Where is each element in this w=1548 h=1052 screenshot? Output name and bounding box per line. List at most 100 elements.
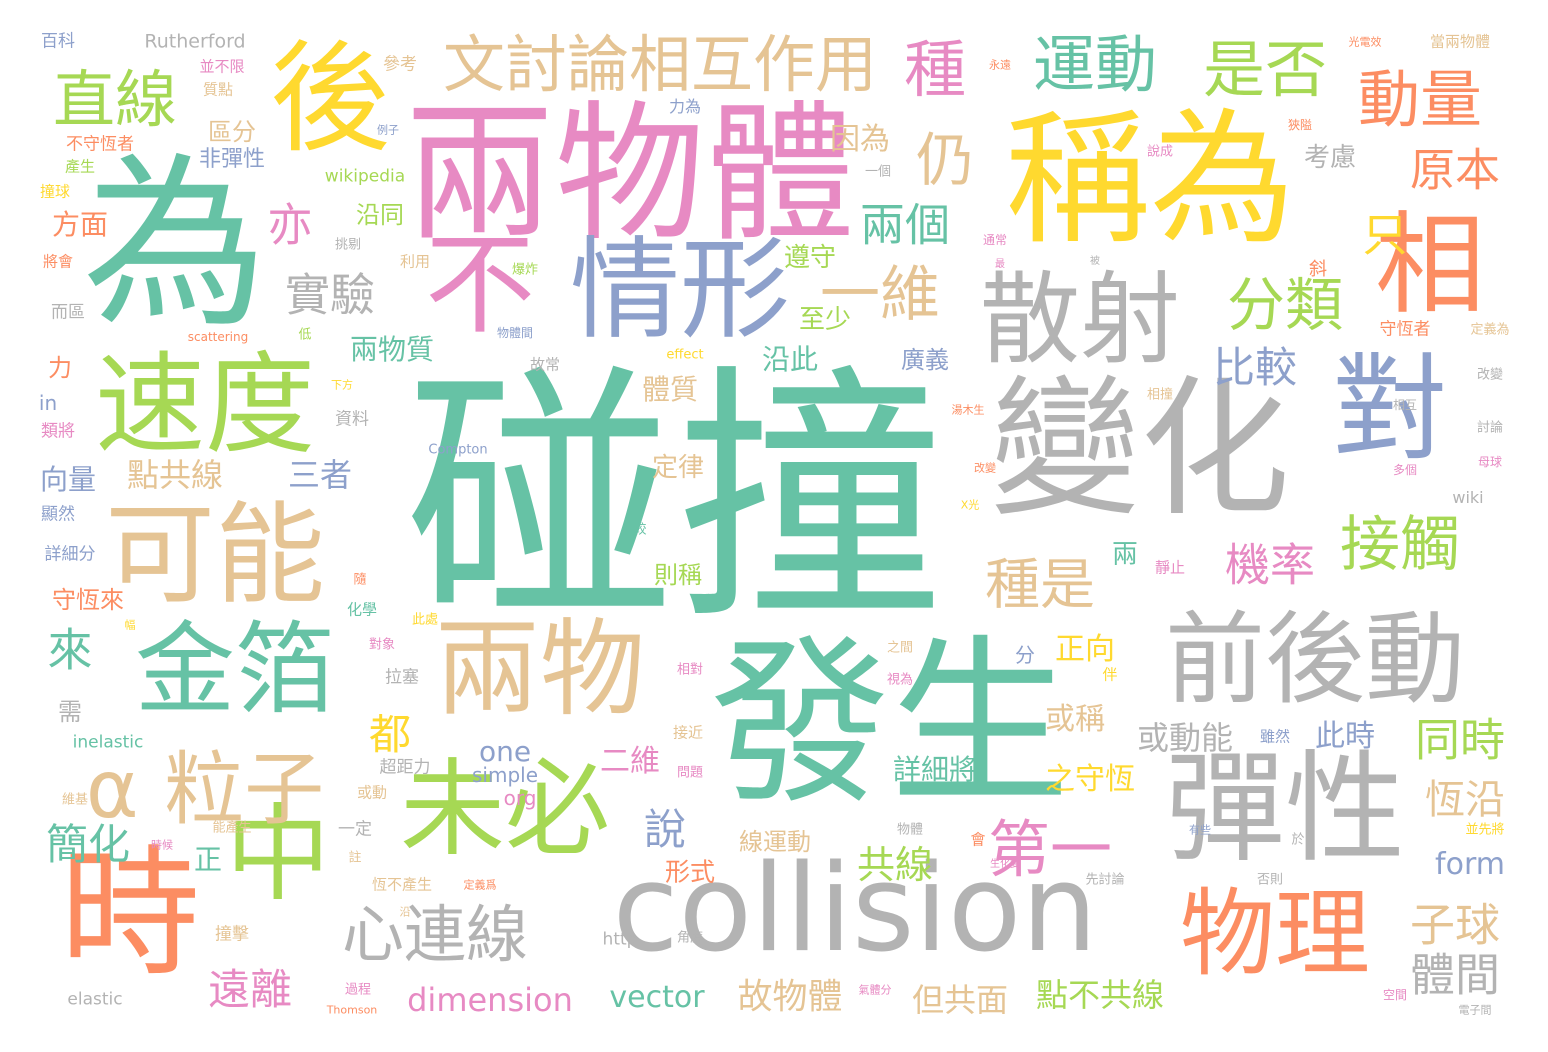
word-youxie: 有些 (1189, 823, 1211, 837)
word-zhixian: 直線 (52, 63, 178, 136)
word-zhishouheng: 之守恆 (1045, 762, 1135, 797)
word-wikipedia: wikipedia (324, 166, 406, 187)
word-yuanli: 遠離 (207, 965, 293, 1014)
word-jinbo: 金箔 (135, 611, 335, 728)
word-thomson: Thomson (326, 1003, 378, 1017)
word-zhishao: 至少 (798, 305, 852, 335)
word-zhuangji2: 沿 (399, 905, 411, 919)
word-lijiang: 力為 (668, 97, 702, 116)
word-nengchansheng: 能產生 (212, 820, 252, 836)
word-org: org (503, 786, 537, 810)
word-fen: 分 (1015, 643, 1035, 667)
word-shi: 時 (59, 833, 201, 996)
word-yongyuan: 永遠 (989, 58, 1011, 72)
word-zhu: 註 (348, 850, 362, 866)
word-fu: 幅 (124, 618, 136, 632)
word-guchang: 故常 (529, 355, 561, 374)
word-huocheng: 或稱 (1045, 702, 1105, 737)
word-wenti: 問題 (676, 765, 704, 781)
word-jiangyu: 將會 (42, 252, 74, 271)
word-bianhua: 變化 (989, 363, 1291, 537)
word-baozha: 爆炸 (511, 262, 539, 278)
word-liangge: 兩個 (859, 198, 951, 252)
word-fanshe: 氣體分 (858, 983, 892, 997)
word-erqufen: 而區 (51, 302, 85, 323)
word-cankao: 參考 (383, 54, 417, 75)
word-liyong: 利用 (399, 252, 431, 271)
word-hui: 會 (970, 830, 986, 849)
word-guwuti: 故物體 (737, 977, 843, 1018)
word-qingxing: 情形 (570, 226, 790, 354)
word-shuo: 說 (643, 805, 687, 854)
word-yu: 於 (1291, 832, 1305, 848)
word-suiran: 雖然 (1259, 727, 1291, 746)
word-simple: simple (471, 763, 539, 787)
word-dongliang: 動量 (1357, 63, 1483, 136)
word-yanci: 沿此 (761, 343, 819, 376)
word-shiyan: 實驗 (284, 268, 376, 322)
word-hengbuchansheng: 恆不產生 (371, 875, 433, 894)
word-tongshi: 同時 (1414, 713, 1506, 767)
word-yinwei: 因為 (830, 122, 890, 157)
word-jiejin: 接近 (672, 723, 704, 742)
word-buxian: 並不限 (199, 57, 245, 76)
word-xiangdui: 相對 (676, 662, 704, 678)
word-xiexian: 斜 (1309, 259, 1327, 280)
word-bingxianjiang: 並先將 (1465, 822, 1505, 838)
word-one: one (478, 735, 532, 768)
word-sanshe: 散射 (980, 261, 1180, 378)
word-shiwei: 視為 (886, 672, 914, 688)
word-yiwei: 一維 (820, 260, 940, 330)
word-tiaobie: 挑剔 (334, 237, 362, 253)
word-jiechu: 接觸 (1340, 510, 1460, 580)
word-xianguang: X光 (960, 498, 980, 512)
word-sui: 隨 (353, 572, 367, 588)
word-gongxian: 共線 (856, 843, 934, 887)
word-dangliangwuti: 當兩物體 (1429, 32, 1491, 51)
word-xiangxifen: 詳細分 (44, 544, 96, 565)
word-fangmian: 方面 (51, 208, 109, 241)
word-zeceng: 則稱 (654, 561, 702, 589)
word-zhong3: 種 (903, 33, 967, 106)
word-lasai: 拉塞 (385, 667, 419, 688)
word-chengwei: 稱為 (1005, 95, 1295, 265)
word-qufen: 區分 (208, 118, 256, 146)
word-jingzhi: 靜止 (1154, 558, 1186, 577)
word-keneng: 可能 (105, 491, 325, 619)
word-guocheng: 過程 (344, 982, 372, 998)
word-xiangxijiang: 詳細將 (892, 753, 978, 786)
word-yi: 亦 (267, 198, 313, 252)
word-shouhengzhe: 守恆者 (1379, 319, 1431, 340)
word-huaxue: 化學 (346, 600, 378, 619)
word-liangwuzhi: 兩物質 (349, 333, 435, 366)
word-fenlei: 分類 (1226, 271, 1344, 339)
word-zhijian: 之間 (886, 640, 914, 656)
word-effect: effect (666, 347, 704, 363)
word-jiaodu: 角度 (676, 930, 704, 946)
word-hengyan: 恆沿 (1425, 777, 1505, 823)
word-ziqiu: 子球 (1409, 898, 1501, 952)
word-pengzhuang: 碰撞 (405, 342, 945, 657)
word-shouhenglai: 守恆來 (52, 586, 124, 614)
word-shihou: 時候 (151, 838, 173, 852)
word-xiang: 相 (1375, 201, 1485, 329)
word-di: 低 (298, 327, 312, 343)
word-yiding: 一定 (338, 819, 372, 840)
word-zhongshi: 種是 (984, 552, 1096, 617)
word-shenghuabian: 生化變 (990, 859, 1020, 870)
word-weiji: 維基 (61, 792, 89, 808)
word-erwei: 二維 (600, 744, 660, 779)
word-shuocheng: 說成 (1146, 144, 1174, 160)
word-sanzhe: 三者 (287, 456, 353, 494)
word-weibi: 未必 (399, 748, 611, 871)
word-xu: 需 (58, 698, 82, 726)
word-sudu: 速度 (95, 341, 315, 469)
word-zhengxiang: 正向 (1055, 632, 1115, 667)
word-huodongneng: 或動能 (1136, 719, 1234, 757)
word-liangwuti: 兩物體 (404, 88, 856, 262)
word-wei: 為 (82, 136, 268, 353)
word-wutijian: 物體間 (496, 326, 534, 340)
word-li: 力 (48, 354, 72, 382)
word-zhong: 中 (225, 793, 331, 916)
word-duoge: 多個 (1392, 463, 1418, 477)
